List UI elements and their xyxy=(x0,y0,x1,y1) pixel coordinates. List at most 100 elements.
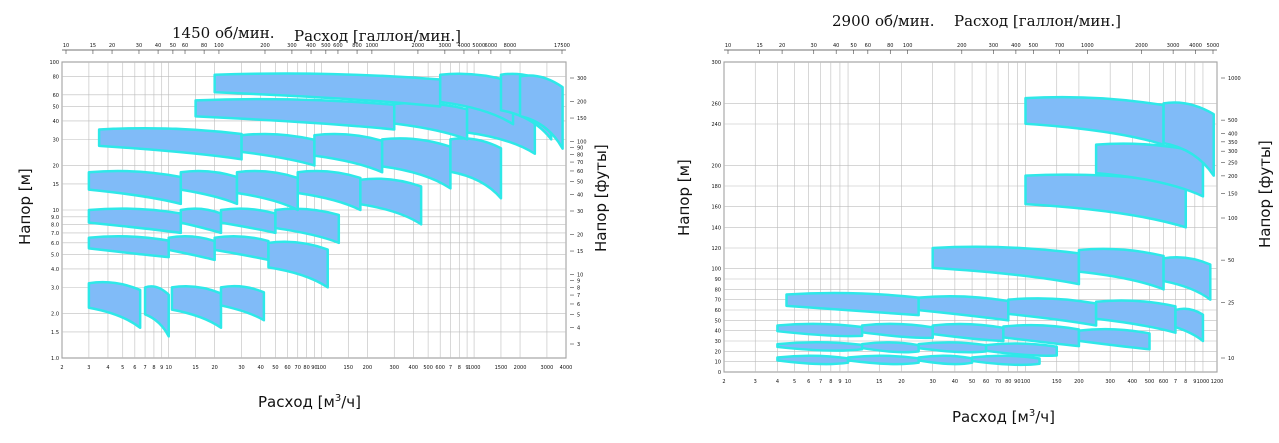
gpm-tick-label: 17500 xyxy=(554,43,570,49)
x-tick-label: 40 xyxy=(952,379,958,385)
gpm-tick-label: 700 xyxy=(1055,43,1065,49)
x-tick-label: 3 xyxy=(754,379,757,385)
ft-tick-label: 10 xyxy=(577,272,583,278)
gpm-tick-label: 30 xyxy=(136,43,142,49)
ft-tick-label: 90 xyxy=(577,146,583,152)
y-tick-label: 90 xyxy=(715,277,721,283)
pump-performance-area xyxy=(1174,307,1205,343)
pump-performance-area xyxy=(240,132,316,167)
ft-tick-label: 150 xyxy=(577,116,587,122)
pump-performance-area xyxy=(213,72,442,108)
pump-performance-area xyxy=(1094,142,1205,198)
ft-tick-label: 15 xyxy=(577,249,583,255)
x-tick-label: 8 xyxy=(458,365,461,371)
chart-1450-top-axis-label: Расход [галлон/мин.] xyxy=(294,27,461,45)
y-tick-label: 160 xyxy=(711,205,721,211)
ft-tick-label: 500 xyxy=(1228,118,1238,124)
pump-performance-area xyxy=(917,294,1010,322)
gpm-tick-label: 50 xyxy=(850,43,856,49)
x-tick-label: 200 xyxy=(363,365,373,371)
pump-performance-area xyxy=(87,234,170,259)
pump-performance-area xyxy=(97,126,243,161)
y-tick-label: 50 xyxy=(715,318,721,324)
gpm-tick-label: 500 xyxy=(1029,43,1039,49)
x-tick-label: 4 xyxy=(106,365,109,371)
gpm-tick-label: 600 xyxy=(333,43,343,49)
pump-performance-area xyxy=(984,342,1058,357)
x-tick-label: 500 xyxy=(1145,379,1155,385)
y-tick-label: 40 xyxy=(715,329,721,335)
pump-performance-area xyxy=(219,207,277,235)
pump-performance-area xyxy=(931,322,1005,343)
pump-performance-area xyxy=(392,101,469,141)
ft-tick-label: 25 xyxy=(1228,300,1234,306)
pump-performance-area xyxy=(194,97,396,131)
x-tick-label: 20 xyxy=(211,365,217,371)
gpm-tick-label: 20 xyxy=(779,43,785,49)
pump-performance-area xyxy=(1162,255,1212,301)
pump-performance-area xyxy=(143,285,170,338)
y-tick-label: 15 xyxy=(53,182,59,188)
chart-2900-ylabel-right: Напор [футы] xyxy=(1256,140,1274,248)
x-tick-label: 50 xyxy=(969,379,975,385)
gpm-tick-label: 300 xyxy=(287,43,297,49)
y-tick-label: 4.0 xyxy=(51,267,59,273)
x-tick-label: 7 xyxy=(819,379,822,385)
ft-tick-label: 1000 xyxy=(1228,76,1241,82)
pump-performance-area xyxy=(1024,95,1165,146)
pump-performance-area xyxy=(219,284,266,322)
gpm-tick-label: 20 xyxy=(109,43,115,49)
y-tick-label: 120 xyxy=(711,246,721,252)
gpm-tick-label: 60 xyxy=(865,43,871,49)
x-tick-label: 70 xyxy=(295,365,301,371)
pump-performance-area xyxy=(917,341,988,354)
x-tick-label: 15 xyxy=(876,379,882,385)
pump-performance-area xyxy=(296,169,362,212)
gpm-tick-label: 30 xyxy=(811,43,817,49)
y-tick-label: 7.0 xyxy=(51,231,59,237)
y-tick-label: 1.5 xyxy=(51,330,59,336)
gpm-tick-label: 800 xyxy=(352,43,362,49)
chart-1450rpm: 2 3 4 5 6 7 8 9 10 15 20 30 40 50 60 70 80 90 100 150 200 300… xyxy=(16,24,610,411)
ft-tick-label: 50 xyxy=(1228,258,1234,264)
x-tick-label: 4 xyxy=(776,379,779,385)
y-tick-label: 30 xyxy=(53,137,59,143)
x-tick-label: 600 xyxy=(435,365,445,371)
x-tick-label: 8 xyxy=(152,365,155,371)
x-tick-label: 10 xyxy=(166,365,172,371)
pump-performance-area xyxy=(1002,323,1081,348)
x-tick-label: 7 xyxy=(143,365,146,371)
pump-performance-area xyxy=(917,354,974,366)
gpm-tick-label: 10 xyxy=(63,43,69,49)
gpm-tick-label: 10 xyxy=(725,43,731,49)
x-tick-label: 2 xyxy=(722,379,725,385)
ft-tick-label: 200 xyxy=(577,99,587,105)
ft-tick-label: 5 xyxy=(577,312,580,318)
gpm-tick-label: 400 xyxy=(306,43,316,49)
gpm-tick-label: 80 xyxy=(201,43,207,49)
pump-performance-area xyxy=(860,341,920,354)
gpm-tick-label: 4000 xyxy=(1189,43,1202,49)
x-tick-label: 7 xyxy=(1174,379,1177,385)
x-tick-label: 150 xyxy=(344,365,354,371)
chart-2900-marks xyxy=(776,95,1215,367)
x-tick-label: 6 xyxy=(133,365,136,371)
x-tick-label: 60 xyxy=(284,365,290,371)
x-tick-label: 60 xyxy=(983,379,989,385)
ft-tick-label: 70 xyxy=(577,160,583,166)
pump-performance-area xyxy=(1162,101,1215,177)
ft-tick-label: 80 xyxy=(577,152,583,158)
y-tick-label: 20 xyxy=(53,163,59,169)
x-tick-label: 9 xyxy=(838,379,841,385)
x-tick-label: 7 xyxy=(449,365,452,371)
pump-performance-area xyxy=(970,354,1041,367)
x-tick-label: 100 xyxy=(317,365,327,371)
x-tick-label: 2 xyxy=(60,365,63,371)
ft-tick-label: 250 xyxy=(1228,160,1238,166)
ft-tick-label: 3 xyxy=(577,342,580,348)
pump-performance-area xyxy=(267,240,329,289)
ft-tick-label: 100 xyxy=(577,139,587,145)
y-tick-label: 9.0 xyxy=(51,215,59,221)
gpm-tick-label: 60 xyxy=(182,43,188,49)
y-tick-label: 260 xyxy=(711,101,721,107)
